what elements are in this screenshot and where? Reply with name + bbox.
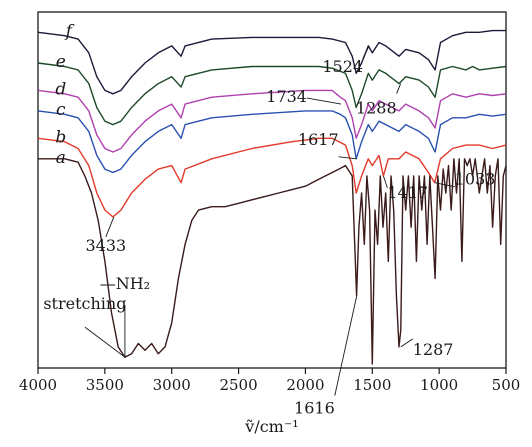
annotation-label-4: 1417: [387, 183, 428, 202]
annotation-label-3: 1617: [298, 130, 339, 149]
series-line-a: [38, 158, 507, 365]
curve-label-d: d: [55, 79, 66, 99]
annotation-leader-7: [334, 295, 358, 396]
curve-label-f: f: [64, 21, 75, 41]
series-line-d: [37, 89, 507, 153]
x-tick-label-2: 3000: [153, 376, 191, 394]
annotation-label-7: 1616: [294, 399, 335, 418]
curve-label-a: a: [56, 148, 66, 168]
annotation-leader-1: [396, 83, 402, 94]
annotation-leader-8: [400, 338, 414, 348]
curve-label-c: c: [56, 100, 66, 120]
series-line-f: [37, 29, 506, 95]
annotation-layer: 1524 1288 1734 1617 1417 1033 3433 1616 1287 —NH₂…: [43, 45, 496, 418]
annotation-label-5: 1033: [455, 170, 496, 189]
annotation-label-9: —NH₂: [100, 274, 150, 293]
x-tick-label-7: 500: [492, 376, 521, 394]
x-tick-label-4: 2000: [286, 376, 324, 394]
annotation-label-10: stretching: [43, 294, 126, 313]
x-tick-label-6: 1000: [420, 376, 458, 394]
series-line-c: [37, 110, 507, 174]
annotation-label-8: 1287: [413, 340, 454, 359]
curve-label-b: b: [55, 127, 66, 147]
annotation-label-2: 1734: [266, 87, 307, 106]
series-line-e: [37, 62, 507, 126]
annotation-leader-3: [338, 156, 357, 160]
series-layer: [37, 29, 507, 365]
x-tick-label-5: 1500: [353, 376, 391, 394]
x-tick-label-0: 4000: [19, 376, 57, 394]
curve-label-e: e: [56, 52, 66, 72]
annotation-leader-2: [306, 97, 342, 105]
annotation-leader-6: [105, 216, 115, 238]
x-tick-label-3: 2500: [219, 376, 257, 394]
annotation-leader-0: [362, 45, 370, 59]
plot-frame: [37, 11, 507, 369]
x-axis: 4000 3500 3000 2500 2000 1500 1000 500: [19, 368, 520, 394]
series-line-b: [37, 137, 507, 218]
annotation-label-0: 1524: [322, 57, 363, 76]
annotation-leader-10: [84, 326, 126, 358]
annotation-leader-4: [382, 175, 388, 189]
annotation-label-6: 3433: [85, 236, 126, 255]
x-axis-label: ṽ/cm⁻¹: [244, 417, 298, 436]
annotation-leader-5: [434, 182, 455, 188]
x-tick-label-1: 3500: [86, 376, 124, 394]
annotation-label-1: 1288: [356, 99, 397, 118]
